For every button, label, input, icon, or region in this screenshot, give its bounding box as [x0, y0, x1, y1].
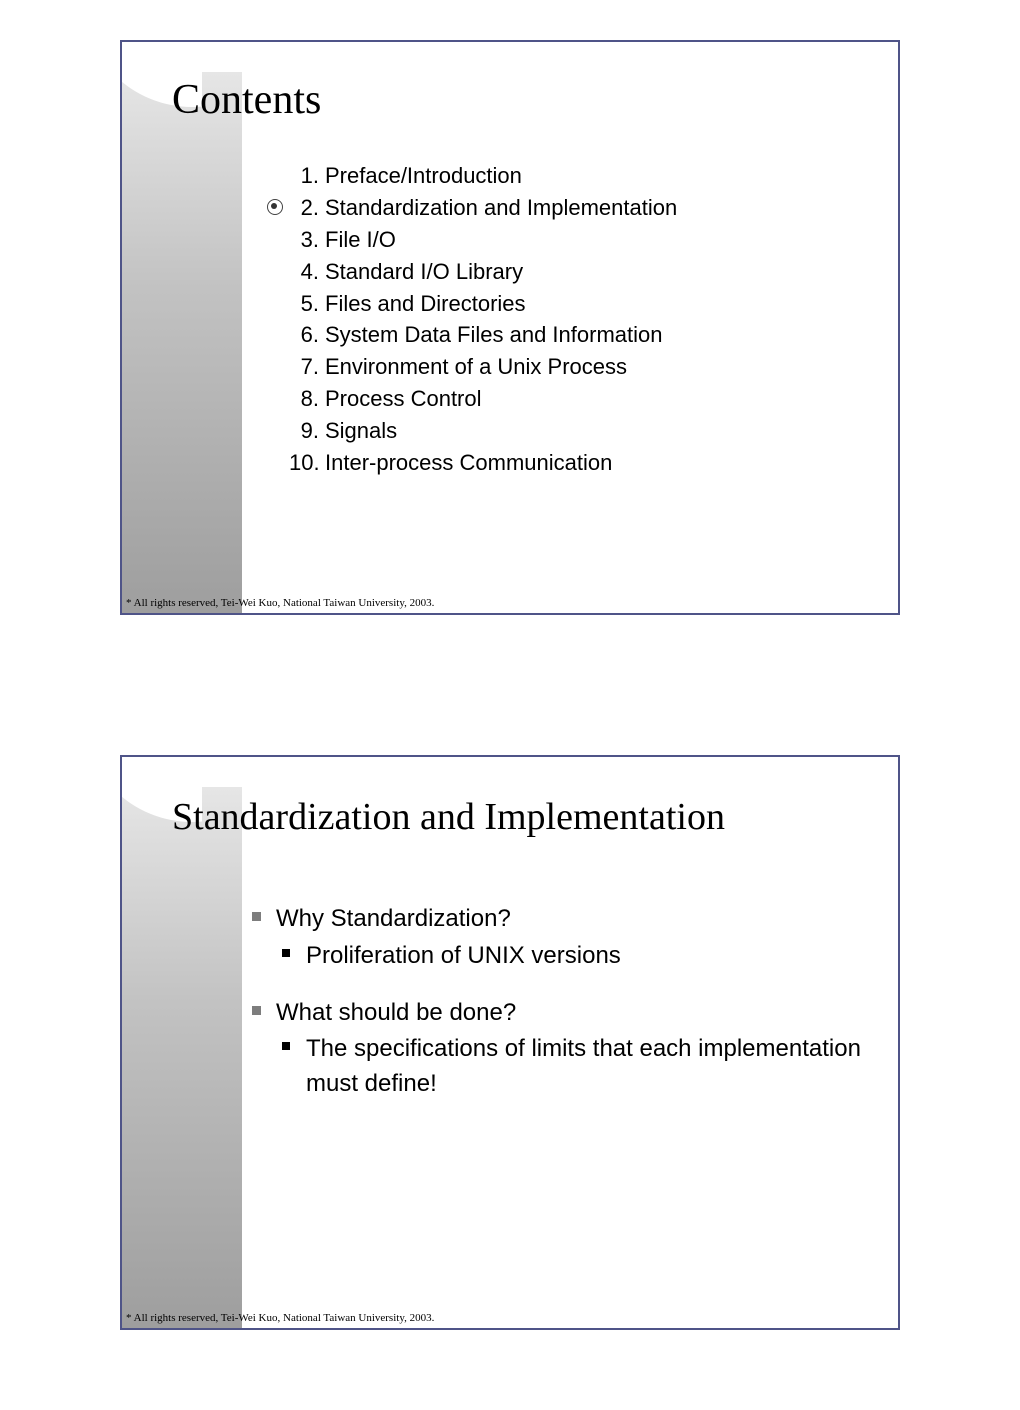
- item-number: 3.: [289, 224, 319, 256]
- item-number: 7.: [289, 351, 319, 383]
- item-text: Signals: [325, 415, 874, 447]
- item-number: 8.: [289, 383, 319, 415]
- bullet-text: Why Standardization?: [276, 905, 511, 932]
- item-number: 9.: [289, 415, 319, 447]
- contents-item: 5.Files and Directories: [267, 288, 874, 320]
- item-number: 4.: [289, 256, 319, 288]
- sub-bullet-text: Proliferation of UNIX versions: [306, 942, 621, 969]
- item-number: 10.: [289, 447, 319, 479]
- bullet-item: What should be done? The specifications o…: [252, 996, 874, 1102]
- item-text: Environment of a Unix Process: [325, 351, 874, 383]
- slide-footer: * All rights reserved, Tei-Wei Kuo, Nati…: [126, 597, 434, 609]
- contents-item: 8.Process Control: [267, 383, 874, 415]
- bullet-item: Why Standardization? Proliferation of UNI…: [252, 902, 874, 974]
- sub-bullet-item: Proliferation of UNIX versions: [282, 939, 874, 974]
- slide-standardization: Standardization and Implementation Why S…: [120, 755, 900, 1330]
- slide-title: Contents: [172, 76, 321, 124]
- contents-item: 2.Standardization and Implementation: [267, 192, 874, 224]
- bullet-list: Why Standardization? Proliferation of UNI…: [252, 902, 874, 1102]
- sidebar-decoration: [122, 787, 242, 1328]
- contents-item: 1.Preface/Introduction: [267, 160, 874, 192]
- contents-item: 3.File I/O: [267, 224, 874, 256]
- item-text: System Data Files and Information: [325, 319, 874, 351]
- item-text: Process Control: [325, 383, 874, 415]
- sidebar-decoration: [122, 72, 242, 613]
- sub-bullet-text: The specifications of limits that each i…: [306, 1035, 861, 1097]
- sub-bullet-list: Proliferation of UNIX versions: [276, 939, 874, 974]
- item-text: File I/O: [325, 224, 874, 256]
- slide-title: Standardization and Implementation: [172, 795, 725, 839]
- bullet-text: What should be done?: [276, 999, 516, 1026]
- contents-item: 9.Signals: [267, 415, 874, 447]
- sub-bullet-item: The specifications of limits that each i…: [282, 1032, 874, 1102]
- item-number: 5.: [289, 288, 319, 320]
- contents-item: 4.Standard I/O Library: [267, 256, 874, 288]
- item-number: 1.: [289, 160, 319, 192]
- item-text: Preface/Introduction: [325, 160, 874, 192]
- item-text: Standardization and Implementation: [325, 192, 874, 224]
- contents-list: 1.Preface/Introduction2.Standardization …: [267, 160, 874, 479]
- slide-footer: * All rights reserved, Tei-Wei Kuo, Nati…: [126, 1312, 434, 1324]
- contents-item: 10.Inter-process Communication: [267, 447, 874, 479]
- item-number: 2.: [289, 192, 319, 224]
- item-text: Files and Directories: [325, 288, 874, 320]
- item-text: Standard I/O Library: [325, 256, 874, 288]
- sub-bullet-list: The specifications of limits that each i…: [276, 1032, 874, 1102]
- radio-icon: [267, 199, 283, 215]
- item-number: 6.: [289, 319, 319, 351]
- slide-content: Why Standardization? Proliferation of UNI…: [252, 902, 874, 1124]
- slide-content: 1.Preface/Introduction2.Standardization …: [267, 160, 874, 479]
- item-text: Inter-process Communication: [325, 447, 874, 479]
- contents-item: 6.System Data Files and Information: [267, 319, 874, 351]
- contents-item: 7.Environment of a Unix Process: [267, 351, 874, 383]
- slide-contents: Contents 1.Preface/Introduction2.Standar…: [120, 40, 900, 615]
